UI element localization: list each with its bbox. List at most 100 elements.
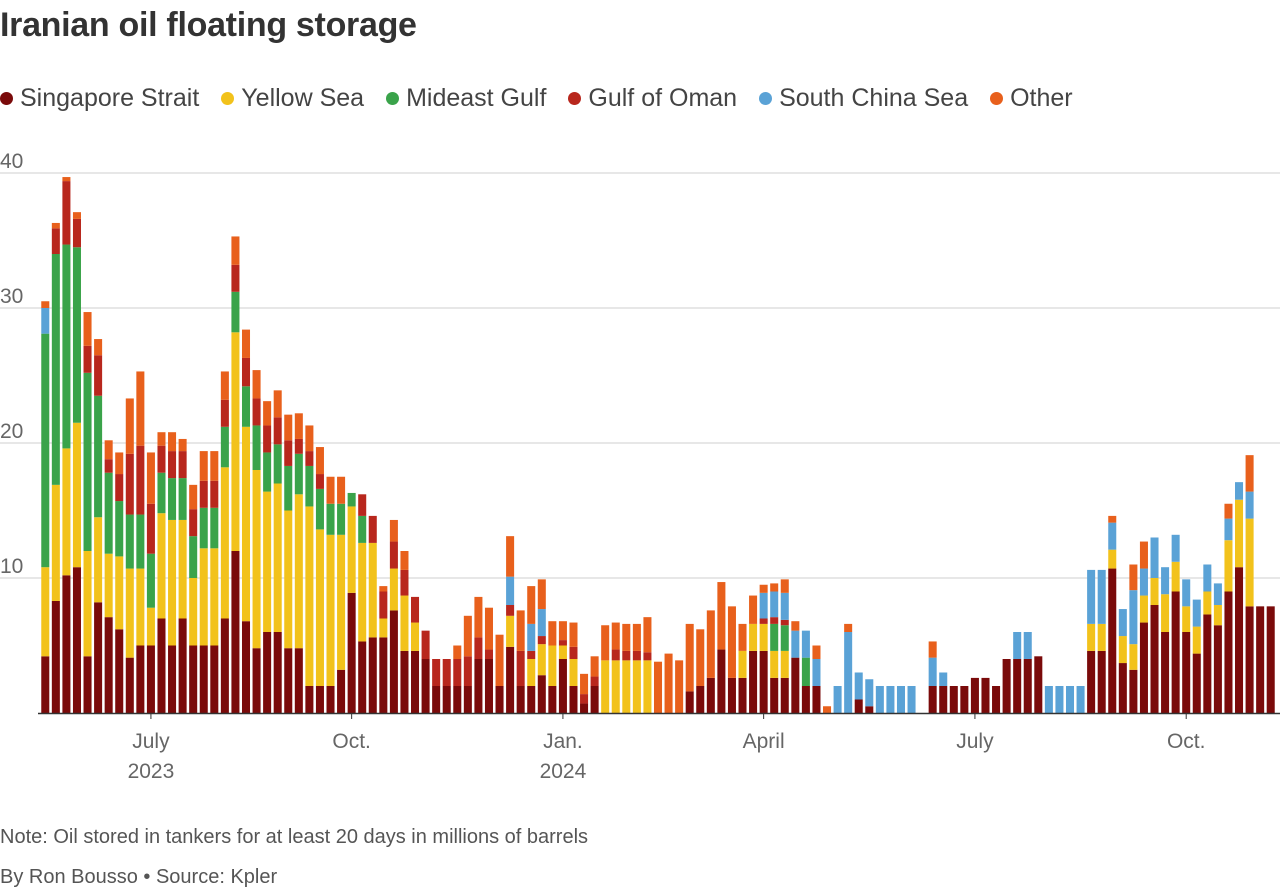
bar-segment: [284, 648, 293, 713]
bar-segment: [601, 625, 610, 661]
bar-segment: [379, 591, 388, 619]
bar-segment: [1108, 515, 1117, 523]
bar-segment: [1150, 578, 1159, 605]
x-tick-label: July: [956, 730, 994, 753]
bar-segment: [1161, 632, 1170, 713]
y-tick-label: 10: [0, 555, 23, 578]
bar-segment: [833, 686, 842, 713]
bar-segment: [1150, 537, 1159, 578]
bar-segment: [199, 451, 208, 481]
bar-segment: [315, 488, 324, 530]
bar-segment: [231, 551, 240, 713]
bar-segment: [72, 422, 81, 568]
bar-segment: [1256, 606, 1265, 713]
bar-segment: [411, 596, 420, 623]
bar-segment: [749, 650, 758, 713]
bar-segment: [94, 339, 103, 356]
y-tick-label: 40: [0, 150, 23, 173]
bar-segment: [1245, 491, 1254, 519]
bar-segment: [210, 645, 219, 713]
bar-segment: [643, 660, 652, 713]
bar-segment: [928, 686, 937, 713]
bar-segment: [231, 264, 240, 292]
bar-segment: [104, 472, 113, 554]
bar-segment: [263, 632, 272, 713]
bar-segment: [558, 645, 567, 659]
bar-segment: [273, 417, 282, 445]
bar-segment: [1139, 622, 1148, 713]
bar-segment: [527, 623, 536, 651]
bar-segment: [115, 556, 124, 630]
bar-segment: [928, 641, 937, 658]
bar-segment: [104, 617, 113, 713]
bar-segment: [601, 660, 610, 713]
bar-segment: [168, 645, 177, 713]
legend-label: South China Sea: [779, 84, 969, 112]
legend-item: Other: [990, 84, 1073, 113]
bar-segment: [558, 640, 567, 646]
bar-segment: [675, 660, 684, 713]
bar-segment: [738, 650, 747, 678]
bar-segment: [727, 677, 736, 713]
bar-segment: [1023, 659, 1032, 713]
bar-segment: [210, 451, 219, 481]
bar-segment: [1097, 569, 1106, 624]
bar-segment: [168, 519, 177, 646]
bar-segment: [389, 519, 398, 542]
bar-segment: [358, 515, 367, 543]
bar-segment: [1034, 656, 1043, 713]
bar-segment: [1161, 594, 1170, 632]
bar-segment: [1245, 518, 1254, 607]
bar-segment: [189, 509, 198, 537]
bar-segment: [263, 452, 272, 492]
bar-segment: [865, 679, 874, 707]
bar-segment: [252, 370, 261, 399]
bar-segment: [252, 398, 261, 426]
legend-item: Gulf of Oman: [568, 84, 737, 113]
legend-swatch: [0, 92, 13, 105]
bar-segment: [1129, 644, 1138, 670]
bar-segment: [252, 425, 261, 470]
bar-segment: [759, 623, 768, 651]
legend-swatch: [221, 92, 235, 105]
bar-segment: [157, 445, 166, 473]
legend-item: South China Sea: [759, 84, 968, 113]
bar-segment: [125, 453, 134, 515]
x-tick-year-label: 2024: [540, 760, 587, 783]
bar-segment: [548, 645, 557, 686]
bar-segment: [939, 686, 948, 713]
bar-segment: [749, 595, 758, 624]
bar-segment: [199, 507, 208, 549]
bar-segment: [506, 576, 515, 605]
y-tick-label: 20: [0, 420, 23, 443]
bar-segment: [1065, 686, 1075, 713]
bar-segment: [347, 506, 356, 593]
bar-segment: [146, 452, 155, 504]
bar-segment: [284, 414, 293, 441]
bar-segment: [992, 686, 1001, 713]
bar-segment: [241, 621, 251, 713]
bar-segment: [1087, 650, 1096, 713]
bar-segment: [1224, 518, 1233, 541]
bar-segment: [263, 491, 272, 632]
bar-segment: [611, 660, 620, 713]
bar-segment: [273, 444, 282, 484]
bar-segment: [41, 301, 50, 308]
bar-segment: [622, 660, 631, 713]
bar-segment: [801, 630, 810, 658]
x-tick-year-label: 2023: [128, 760, 175, 783]
bar-segment: [231, 332, 240, 551]
bar-segment: [1055, 686, 1064, 713]
bar-segment: [770, 623, 779, 651]
bar-segment: [241, 426, 251, 622]
bar-segment: [516, 610, 525, 651]
bar-segment: [759, 584, 768, 593]
bar-segment: [337, 534, 346, 670]
bar-segment: [1118, 636, 1127, 664]
bar-segment: [294, 453, 303, 495]
bar-segment: [115, 474, 124, 502]
bar-segment: [83, 345, 92, 373]
bar-segment: [379, 618, 388, 638]
bar-segment: [1118, 663, 1127, 713]
bar-segment: [474, 659, 483, 713]
